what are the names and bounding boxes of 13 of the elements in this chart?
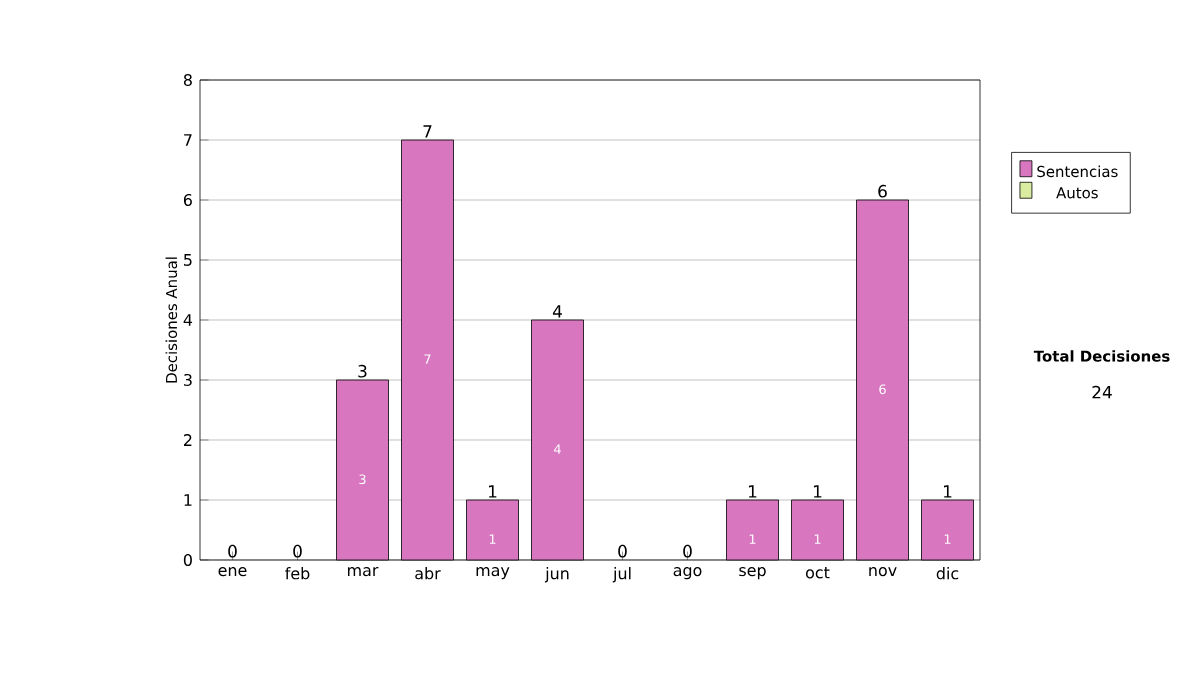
total-label: 6 bbox=[878, 184, 887, 198]
total-label: 0 bbox=[683, 544, 692, 558]
total-label: 1 bbox=[748, 485, 757, 498]
total-label: 1 bbox=[944, 485, 952, 498]
total-label: 1 bbox=[488, 485, 497, 498]
total-label: 3 bbox=[358, 364, 367, 378]
total-label: 0 bbox=[228, 544, 237, 558]
total-label: 0 bbox=[618, 544, 627, 558]
total-label: 0 bbox=[293, 544, 302, 558]
total-label: 7 bbox=[423, 125, 432, 138]
total-label: 1 bbox=[813, 485, 822, 498]
text: 24 bbox=[1092, 385, 1112, 399]
total-label: 4 bbox=[552, 305, 562, 318]
